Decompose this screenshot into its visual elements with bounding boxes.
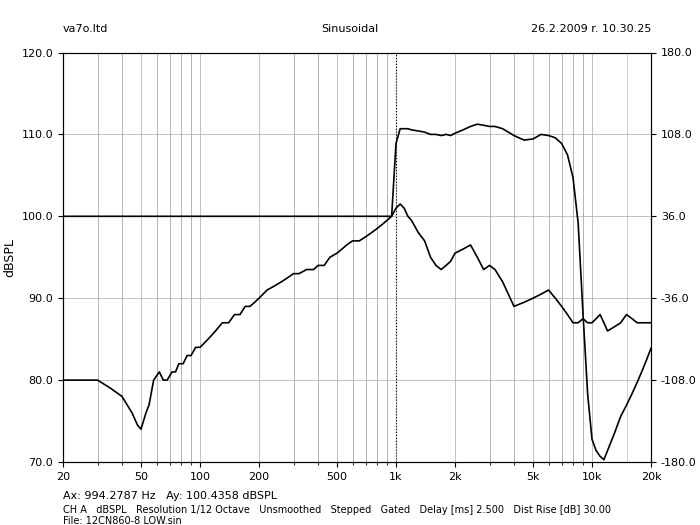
- Text: Ax: 994.2787 Hz   Ay: 100.4358 dBSPL: Ax: 994.2787 Hz Ay: 100.4358 dBSPL: [63, 491, 277, 501]
- Text: 26.2.2009 r. 10.30.25: 26.2.2009 r. 10.30.25: [531, 24, 651, 34]
- Text: CH A   dBSPL   Resolution 1/12 Octave   Unsmoothed   Stepped   Gated   Delay [ms: CH A dBSPL Resolution 1/12 Octave Unsmoo…: [63, 505, 611, 515]
- Text: va7o.ltd: va7o.ltd: [63, 24, 108, 34]
- Y-axis label: dBSPL: dBSPL: [3, 238, 16, 277]
- Text: Sinusoidal: Sinusoidal: [321, 24, 379, 34]
- Text: File: 12CN860-8 LOW.sin: File: 12CN860-8 LOW.sin: [63, 516, 182, 525]
